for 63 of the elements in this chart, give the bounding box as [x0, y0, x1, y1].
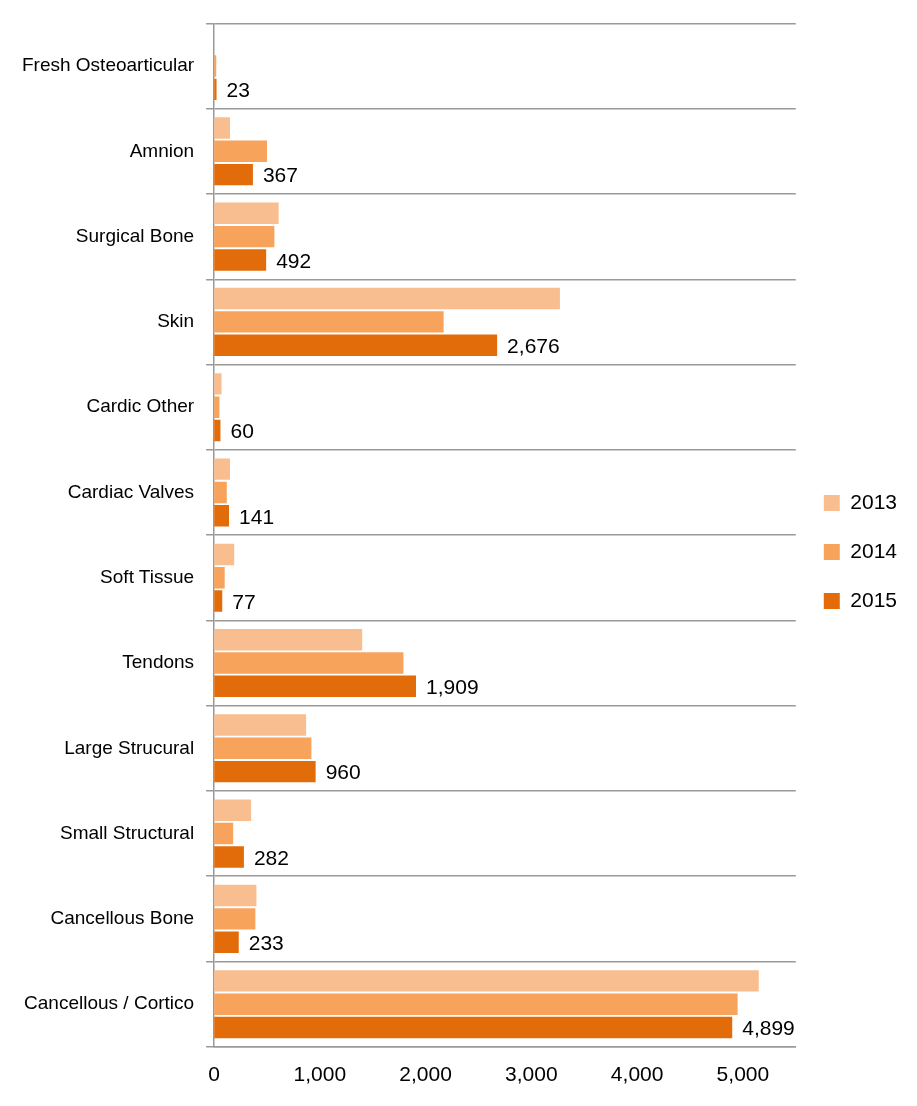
data-label: 2,676 [507, 334, 560, 357]
bar [214, 458, 230, 480]
x-tick-label: 0 [208, 1062, 220, 1086]
bar [214, 202, 279, 225]
bar [214, 543, 235, 566]
bar [214, 799, 252, 821]
bar [214, 505, 230, 527]
y-tick-label: Large Strucural [64, 736, 195, 758]
bar [214, 163, 253, 186]
data-label: 233 [248, 930, 284, 954]
data-label: 1,909 [426, 675, 479, 699]
y-tick-label: Cardiac Valves [67, 480, 195, 502]
data-label: 367 [262, 163, 298, 187]
bar [214, 908, 256, 930]
bar [214, 931, 239, 953]
bar [214, 628, 363, 651]
x-tick-label: 1,000 [293, 1062, 347, 1086]
y-tick-label: Cancellous Bone [50, 907, 195, 929]
bar [214, 993, 738, 1015]
bar [214, 140, 267, 163]
legend-label: 2014 [850, 538, 898, 562]
y-tick-label: Surgical Bone [75, 224, 195, 246]
bar [214, 737, 312, 760]
legend-label: 2015 [850, 587, 897, 611]
bar [214, 567, 225, 589]
bar [214, 675, 417, 698]
bar [214, 822, 234, 845]
data-label: 141 [239, 504, 275, 528]
bar [214, 846, 244, 868]
bar [214, 970, 759, 992]
y-tick-label: Fresh Osteoarticular [21, 54, 195, 76]
y-tick-label: Amnion [129, 139, 195, 161]
bar [214, 287, 560, 310]
data-label: 282 [253, 845, 289, 869]
x-tick-label: 5,000 [716, 1062, 770, 1086]
data-label: 60 [230, 419, 254, 443]
data-label: 492 [276, 248, 312, 272]
x-tick-label: 2,000 [399, 1062, 452, 1086]
data-label: 23 [226, 78, 250, 102]
y-tick-label: Soft Tissue [100, 565, 195, 587]
y-tick-label: Skin [157, 310, 195, 332]
y-tick-label: Small Structural [60, 821, 195, 843]
data-label: 4,899 [742, 1016, 795, 1040]
bar [214, 652, 404, 674]
bar [214, 1016, 733, 1039]
bar [214, 334, 498, 356]
data-label: 960 [325, 760, 361, 784]
bar [214, 481, 227, 504]
y-tick-label: Tendons [122, 651, 195, 673]
bar [214, 249, 267, 271]
bar [214, 311, 444, 333]
bar [214, 373, 222, 395]
bar [214, 884, 257, 907]
x-tick-label: 4,000 [610, 1062, 664, 1086]
y-tick-label: Cancellous / Cortico [24, 992, 195, 1014]
y-tick-label: Cardic Other [86, 395, 195, 417]
legend-label: 2013 [850, 489, 897, 513]
data-label: 77 [232, 589, 256, 613]
x-tick-label: 3,000 [505, 1062, 558, 1086]
bar [214, 714, 307, 736]
bar [214, 117, 230, 139]
bar [214, 760, 316, 783]
bar [214, 225, 275, 248]
